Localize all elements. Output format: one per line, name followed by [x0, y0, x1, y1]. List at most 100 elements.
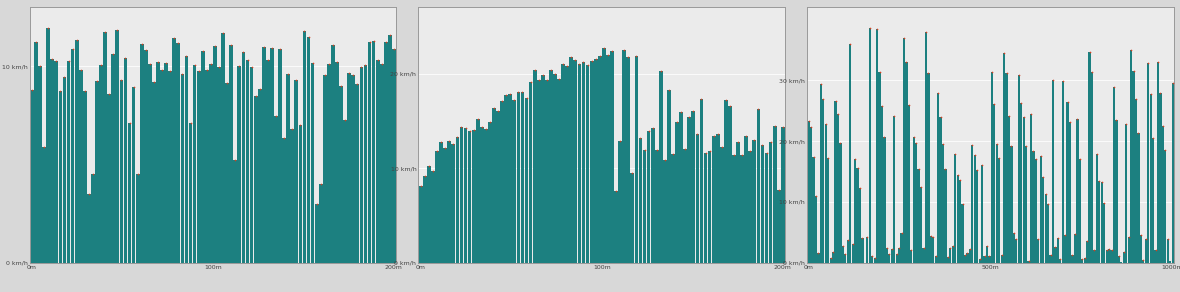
Bar [1159, 93, 1161, 263]
Bar [1108, 248, 1110, 263]
Bar [51, 59, 54, 263]
Bar [969, 249, 971, 263]
Bar [184, 56, 189, 263]
Bar [683, 149, 687, 263]
Bar [868, 28, 871, 263]
Bar [525, 98, 529, 263]
Bar [905, 62, 907, 263]
Bar [172, 38, 176, 263]
Bar [140, 44, 144, 263]
Bar [638, 138, 642, 263]
Bar [124, 58, 127, 263]
Bar [1015, 239, 1017, 263]
Bar [1028, 260, 1030, 263]
Bar [295, 79, 299, 263]
Bar [825, 124, 827, 263]
Bar [319, 184, 322, 263]
Bar [688, 117, 691, 263]
Bar [472, 131, 476, 263]
Bar [647, 131, 650, 263]
Bar [549, 70, 553, 263]
Bar [1113, 87, 1115, 263]
Bar [773, 126, 776, 263]
Bar [520, 92, 524, 263]
Bar [270, 48, 274, 263]
Bar [880, 106, 883, 263]
Bar [87, 194, 91, 263]
Bar [169, 71, 172, 263]
Bar [978, 259, 981, 263]
Bar [886, 248, 889, 263]
Bar [712, 136, 715, 263]
Bar [1138, 133, 1140, 263]
Bar [1096, 154, 1099, 263]
Bar [728, 106, 732, 263]
Bar [740, 155, 743, 263]
Bar [994, 104, 996, 263]
Bar [422, 176, 427, 263]
Bar [363, 65, 367, 263]
Bar [476, 119, 479, 263]
Bar [807, 121, 809, 263]
Bar [557, 79, 560, 263]
Bar [1125, 124, 1127, 263]
Bar [1076, 119, 1079, 263]
Bar [854, 159, 857, 263]
Bar [347, 73, 352, 263]
Bar [156, 62, 160, 263]
Bar [871, 256, 873, 263]
Bar [1025, 146, 1028, 263]
Bar [144, 50, 148, 263]
Bar [850, 44, 851, 263]
Bar [258, 89, 262, 263]
Bar [939, 117, 942, 263]
Bar [431, 171, 435, 263]
Bar [299, 125, 302, 263]
Bar [900, 233, 903, 263]
Bar [375, 60, 380, 263]
Bar [444, 148, 447, 263]
Bar [79, 69, 83, 263]
Bar [745, 136, 748, 263]
Bar [545, 80, 549, 263]
Bar [148, 64, 152, 263]
Bar [852, 244, 854, 263]
Bar [1130, 51, 1133, 263]
Bar [59, 91, 63, 263]
Bar [1090, 72, 1093, 263]
Bar [655, 150, 658, 263]
Bar [42, 147, 46, 263]
Bar [392, 49, 395, 263]
Bar [537, 80, 540, 263]
Bar [1088, 53, 1090, 263]
Bar [930, 236, 932, 263]
Bar [949, 248, 951, 263]
Bar [214, 46, 217, 263]
Bar [959, 180, 962, 263]
Bar [876, 29, 878, 263]
Bar [691, 111, 695, 263]
Bar [1142, 260, 1145, 263]
Bar [912, 137, 914, 263]
Bar [680, 112, 683, 263]
Bar [1162, 126, 1163, 263]
Bar [1074, 234, 1076, 263]
Bar [663, 160, 667, 263]
Bar [500, 101, 504, 263]
Bar [976, 170, 978, 263]
Bar [54, 61, 58, 263]
Bar [1035, 159, 1037, 263]
Bar [671, 154, 675, 263]
Bar [1120, 262, 1122, 263]
Bar [898, 248, 900, 263]
Bar [83, 91, 86, 263]
Bar [923, 248, 925, 263]
Bar [878, 72, 880, 263]
Bar [903, 38, 905, 263]
Bar [998, 158, 1001, 263]
Bar [1001, 255, 1003, 263]
Bar [695, 134, 700, 263]
Bar [96, 81, 99, 263]
Bar [827, 158, 830, 263]
Bar [1032, 150, 1035, 263]
